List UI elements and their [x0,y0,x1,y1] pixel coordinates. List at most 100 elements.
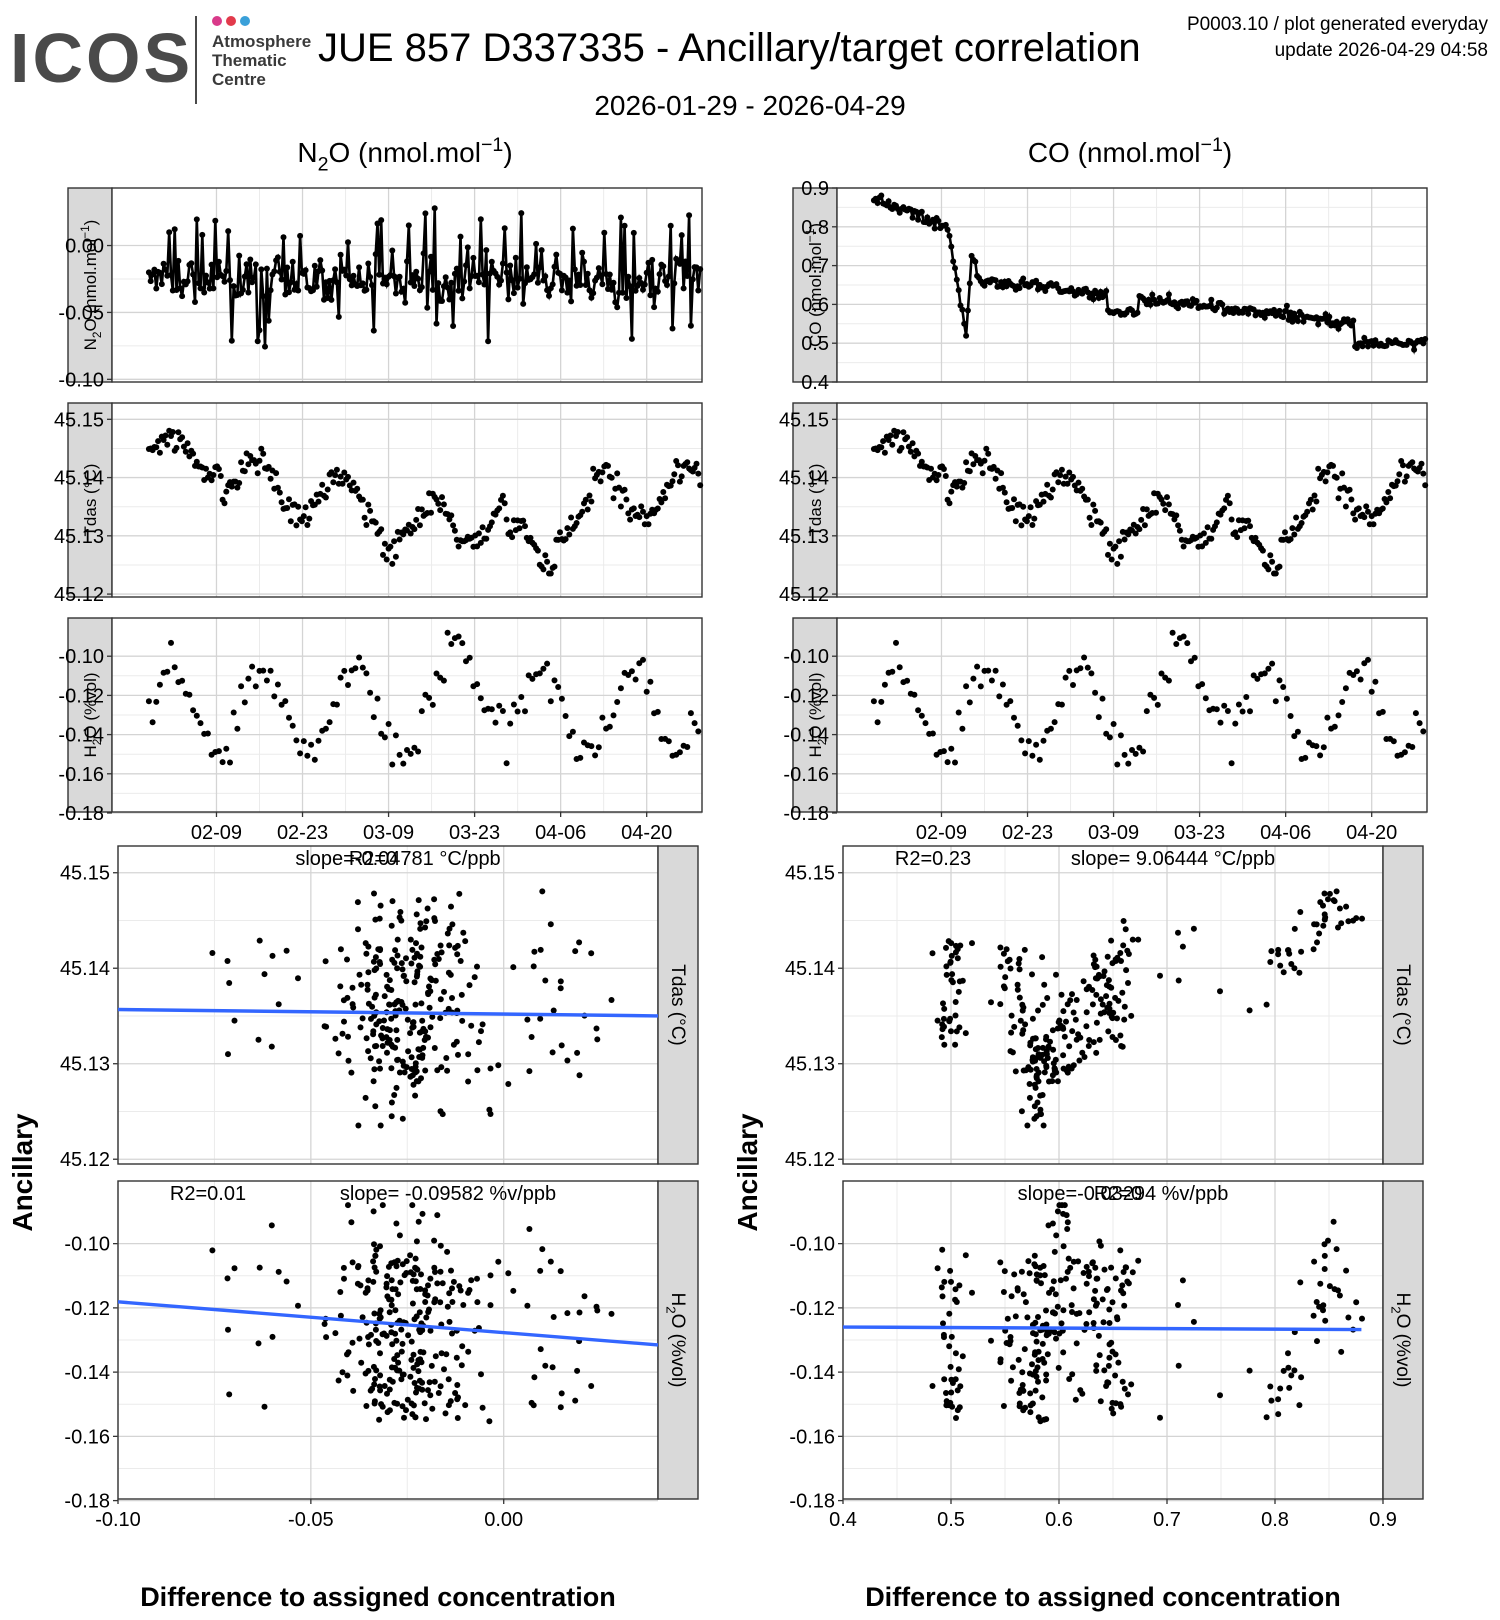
scatter-point [376,1310,383,1317]
scatter-point [576,1072,583,1079]
data-point [1411,346,1418,353]
scatter-point [1070,1285,1077,1292]
scatter-point [1016,956,1023,962]
data-point [651,304,658,311]
data-point [1086,514,1093,521]
scatter-point [231,1017,238,1024]
scatter-point [1024,1314,1031,1321]
regression-line [117,1300,659,1347]
data-point [1191,654,1198,661]
scatter-point [364,1287,371,1294]
data-point [221,278,228,285]
data-point [418,284,425,291]
scatter-point [388,1041,395,1048]
scatter-point [1045,1330,1052,1337]
data-point [396,273,403,280]
scatter-point [940,1331,947,1338]
data-point [1164,494,1170,501]
data-point [1396,471,1403,478]
scatter-point [377,961,384,967]
scatter-point [255,1340,262,1347]
data-point [605,462,611,469]
scatter-point [487,1272,494,1279]
data-point [302,267,309,274]
scatter-point [408,1356,415,1363]
column-title: CO (nmol.mol−1) [1028,134,1232,168]
scatter-point [1094,1275,1101,1282]
scatter-point [550,1007,557,1014]
scatter-point [1108,1339,1115,1346]
scatter-point [537,946,544,953]
data-point [687,322,694,329]
ts-panel-border [111,187,703,383]
scatter-point [357,1282,364,1289]
scatter-point [395,1291,402,1298]
scatter-point [1073,1310,1080,1317]
data-point [623,496,630,503]
scatter-point [439,1280,446,1287]
data-point [1213,706,1220,713]
scatter-point [1090,1320,1097,1326]
data-point [695,470,702,477]
data-point [610,712,617,719]
scatter-point [1029,971,1035,978]
scatter-point [426,1004,433,1011]
scatter-point [1280,969,1287,976]
scatter-point [275,1001,282,1008]
scatter-point [1061,1202,1068,1209]
data-point [601,229,608,236]
data-point [383,281,390,288]
scatter-point [393,1263,400,1270]
scatter-point [427,1275,434,1282]
scatter-point [1115,997,1122,1004]
data-point [981,282,988,289]
scatter-point [396,1367,403,1374]
data-point [695,728,702,735]
scatter-point [432,977,439,984]
regression-line [842,1325,1362,1332]
data-point [190,707,197,714]
data-point [333,701,340,708]
y-tick-label: 45.14 [54,468,104,490]
data-point [1012,518,1019,525]
data-point [413,516,420,523]
scatter-point [947,958,954,965]
scatter-point [460,929,467,936]
scatter-point [413,1068,420,1075]
y-tick-label: -0.10 [58,369,104,391]
data-point [1313,743,1320,750]
data-point [1151,694,1158,701]
data-point [168,272,174,278]
data-point [177,285,184,292]
data-point [606,271,613,278]
scatter-point [415,1218,422,1225]
scatter-point [345,1202,351,1209]
data-point [1261,314,1268,321]
scatter-point [323,1023,330,1030]
scatter-point [608,1310,615,1317]
scatter-point [423,1416,429,1423]
scatter-point [1089,1259,1096,1266]
data-point [972,258,979,265]
scatter-point [388,1065,395,1072]
scatter-point [449,1299,456,1305]
data-point [451,270,458,277]
y-tick-label: 45.13 [785,1054,835,1076]
y-tick-label: 45.14 [785,958,835,980]
scatter-point [381,993,388,1000]
scatter-point [1067,1264,1074,1271]
scatter-point [1316,1303,1323,1310]
data-point [1016,285,1023,292]
data-point [1029,752,1036,759]
scatter-point [421,1400,428,1407]
data-point [1322,478,1329,485]
data-point [341,667,348,674]
data-point [1383,499,1390,506]
scatter-point [1157,972,1163,979]
data-point [684,273,691,279]
scatter-point [1060,1243,1067,1250]
data-point [448,641,455,647]
scatter-point [1056,1202,1063,1209]
scatter-point [1085,1268,1092,1275]
scatter-point [1110,1009,1117,1016]
